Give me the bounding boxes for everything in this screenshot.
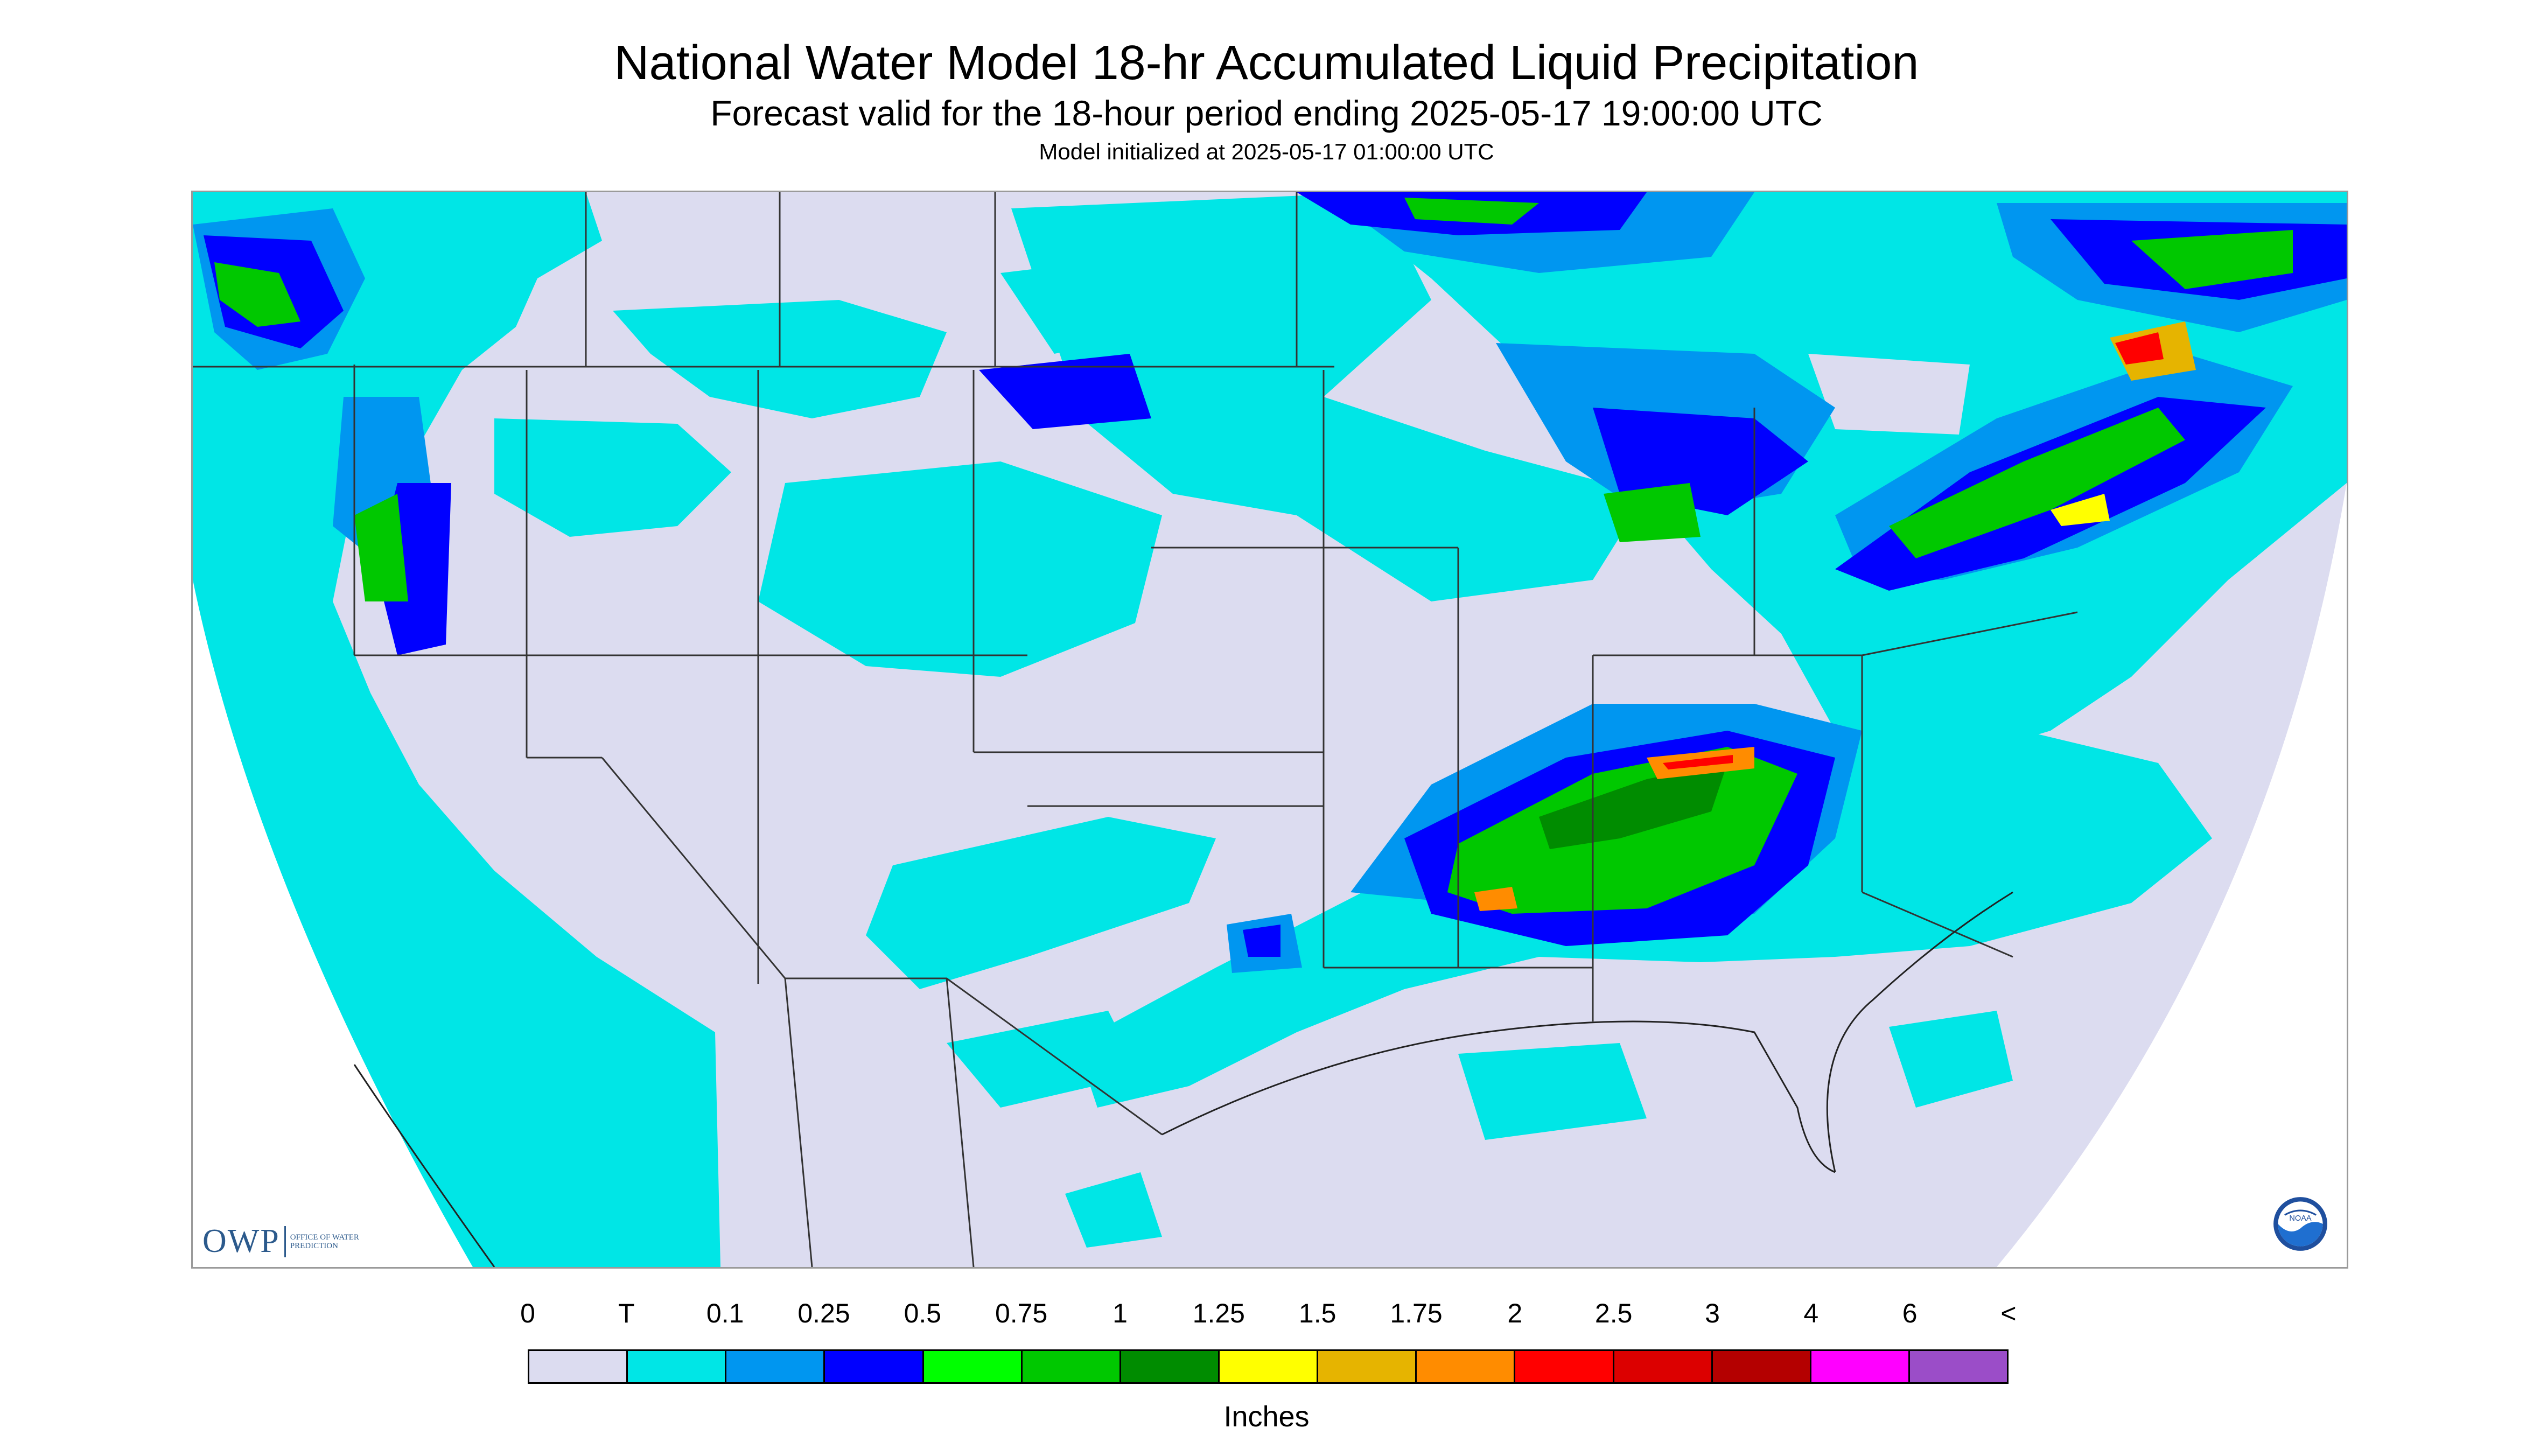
legend-swatch <box>1909 1351 2007 1382</box>
legend-swatch <box>825 1351 924 1382</box>
legend-units: Inches <box>1223 1401 1310 1433</box>
legend-swatch <box>1417 1351 1516 1382</box>
legend-swatch <box>1614 1351 1713 1382</box>
legend-label: 0.1 <box>706 1298 744 1328</box>
legend-swatch <box>1121 1351 1220 1382</box>
legend-label: < <box>2000 1298 2017 1328</box>
legend-label: 2.5 <box>1594 1298 1633 1328</box>
legend-label: 0.5 <box>904 1298 942 1328</box>
legend-swatch <box>1318 1351 1417 1382</box>
legend-label: 2 <box>1507 1298 1523 1328</box>
legend-label: 0.25 <box>797 1298 850 1328</box>
legend-swatch <box>1811 1351 1910 1382</box>
legend-swatch <box>1022 1351 1121 1382</box>
legend-label: 3 <box>1705 1298 1720 1328</box>
legend-swatch <box>923 1351 1023 1382</box>
legend-swatch <box>1515 1351 1614 1382</box>
owp-logo-divider <box>284 1226 286 1257</box>
coastlines <box>353 891 2013 1267</box>
legend-label: 4 <box>1803 1298 1819 1328</box>
legend-label: 6 <box>1902 1298 1918 1328</box>
legend-label: 1.25 <box>1192 1298 1245 1328</box>
legend-swatch <box>1219 1351 1319 1382</box>
intense-precip-cores <box>1474 321 2196 911</box>
owp-logo-text: OFFICE OF WATER PREDICTION <box>290 1233 359 1250</box>
legend-labels: 0 T 0.1 0.25 0.5 0.75 1 1.25 1.5 1.75 2 2.5 3 4 6 < <box>0 1298 2533 1335</box>
owp-logo: OWP OFFICE OF WATER PREDICTION <box>202 1222 366 1261</box>
map-title: National Water Model 18-hr Accumulated L… <box>614 36 1919 90</box>
legend-swatch <box>726 1351 825 1382</box>
map-subtitle: Forecast valid for the 18-hour period en… <box>710 93 1823 133</box>
model-init-line: Model initialized at 2025-05-17 01:00:00… <box>1039 139 1494 164</box>
legend-label: 0 <box>520 1298 535 1328</box>
legend-label: 1.5 <box>1298 1298 1337 1328</box>
owp-logo-letters: OWP <box>202 1223 280 1259</box>
legend-swatch <box>628 1351 727 1382</box>
legend-swatch <box>1712 1351 1811 1382</box>
legend-swatch <box>529 1351 628 1382</box>
legend-label: 1.75 <box>1390 1298 1443 1328</box>
legend-label: 0.75 <box>995 1298 1048 1328</box>
legend-label: T <box>618 1298 635 1328</box>
political-boundaries <box>193 192 2078 1267</box>
precipitation-map: OWP OFFICE OF WATER PREDICTION NOAA <box>191 191 2348 1269</box>
noaa-icon: NOAA <box>2273 1197 2327 1251</box>
noaa-label: NOAA <box>2289 1214 2312 1223</box>
legend-label: 1 <box>1112 1298 1128 1328</box>
legend-color-bar <box>528 1349 2009 1384</box>
